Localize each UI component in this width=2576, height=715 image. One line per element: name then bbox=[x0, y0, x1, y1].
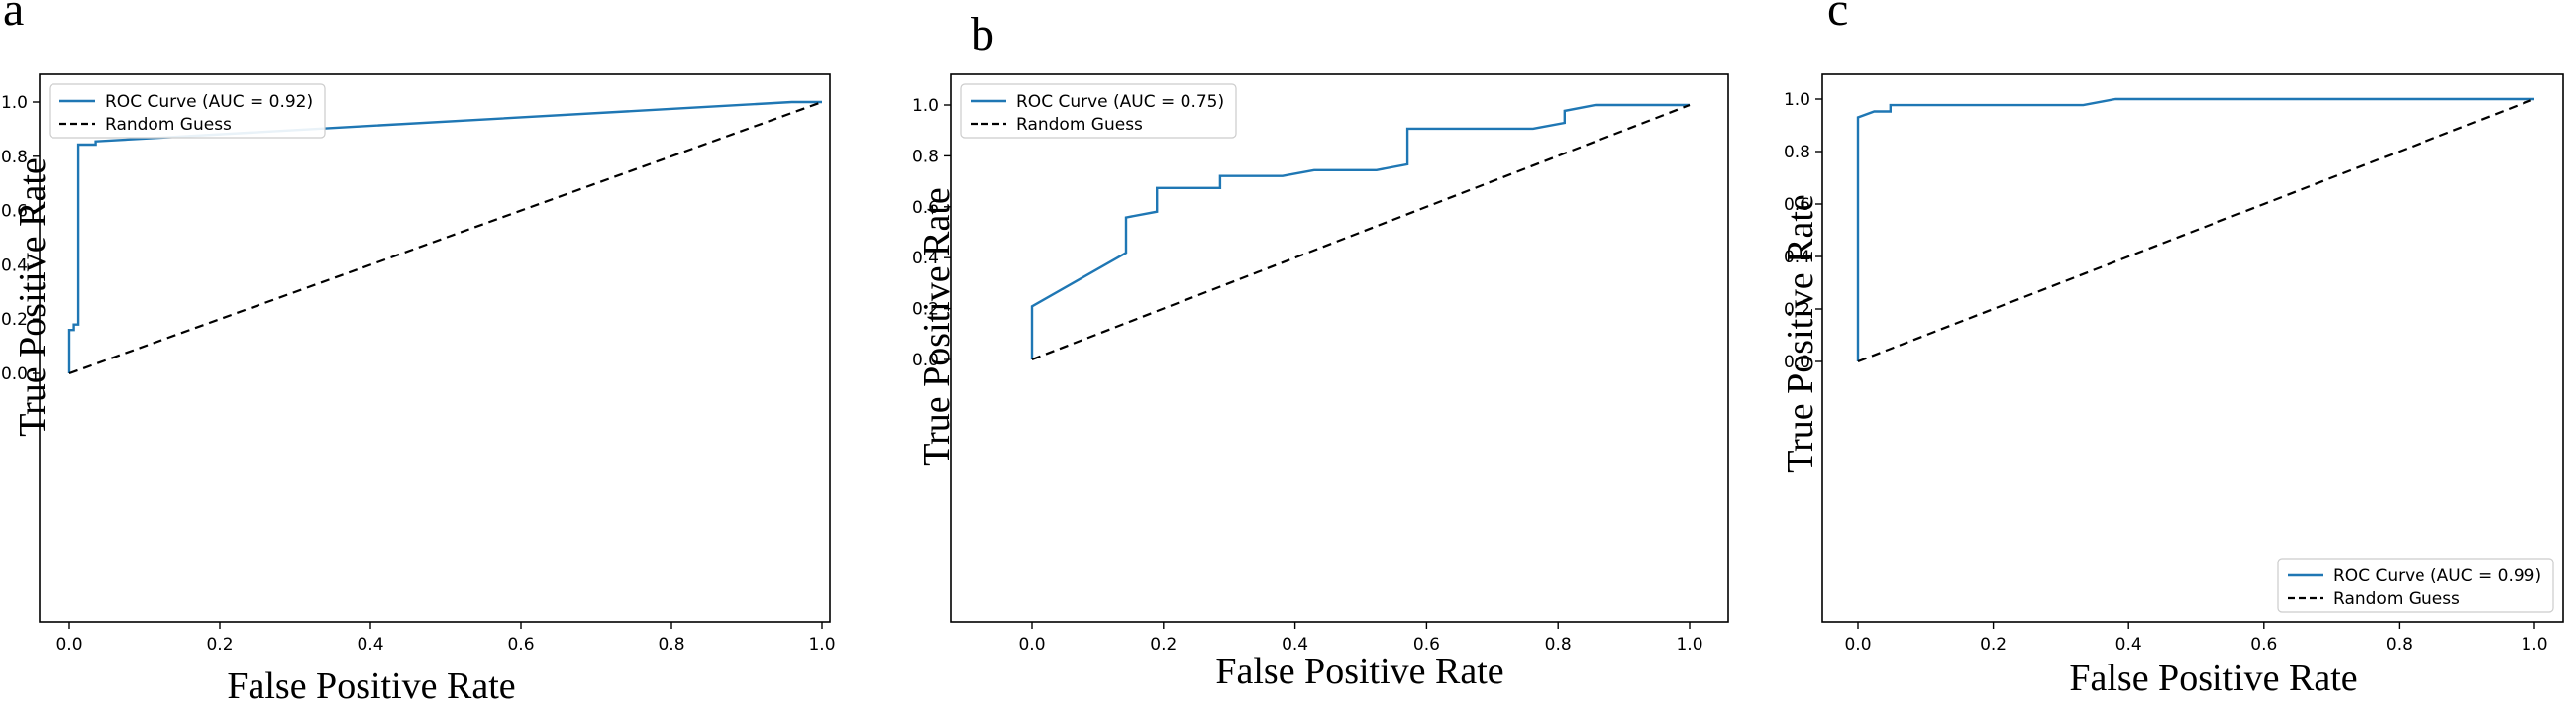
x-axis-title: False Positive Rate bbox=[2069, 658, 2357, 699]
y-axis-title: True Positive Rate bbox=[916, 187, 958, 466]
y-tick-label: 0.6 bbox=[912, 198, 939, 218]
roc-curve-line bbox=[1856, 97, 2534, 361]
legend-label: ROC Curve (AUC = 0.99) bbox=[2333, 566, 2541, 586]
x-tick-label: 0.0 bbox=[1018, 635, 1045, 655]
y-tick-label: 1.0 bbox=[1784, 90, 1810, 110]
y-tick-label: 0.2 bbox=[912, 300, 939, 320]
y-tick-label: 0.2 bbox=[1784, 300, 1810, 320]
x-tick-label: 0.4 bbox=[357, 635, 383, 655]
roc-curve-line bbox=[1030, 103, 1690, 359]
panel-letter: c bbox=[1827, 0, 1848, 36]
legend: ROC Curve (AUC = 0.92) Random Guess bbox=[49, 83, 326, 139]
y-tick-label: 0.0 bbox=[1, 364, 28, 384]
legend: ROC Curve (AUC = 0.99) Random Guess bbox=[2277, 558, 2554, 613]
legend-label: Random Guess bbox=[1016, 115, 1143, 135]
roc-curve-line bbox=[67, 100, 822, 373]
y-tick-label: 0.0 bbox=[912, 351, 939, 370]
panel-c: c 0.0 0.2 0.4 0.6 0.8 1.0 0.0 0.2 0.4 0.6 0.8 1.0 Fal… bbox=[1780, 0, 2564, 699]
x-tick-label: 1.0 bbox=[1676, 635, 1702, 655]
random-guess-line bbox=[68, 100, 823, 375]
legend-label: Random Guess bbox=[2333, 589, 2460, 609]
legend-box bbox=[2277, 558, 2554, 613]
y-tick-label: 0.0 bbox=[1784, 353, 1810, 372]
panel-b: b 0.0 0.2 0.4 0.6 0.8 1.0 0.0 0.2 0.4 0.6 0.8 1.0 Fal… bbox=[912, 8, 1729, 692]
x-tick-label: 0.2 bbox=[1980, 635, 2007, 655]
x-tick-label: 0.6 bbox=[507, 635, 534, 655]
y-axis-title: True Positive Rate bbox=[1780, 194, 1821, 473]
random-guess-line bbox=[1857, 97, 2535, 363]
x-axis-title: False Positive Rate bbox=[227, 665, 515, 707]
x-tick-label: 0.2 bbox=[1150, 635, 1177, 655]
y-tick-label: 1.0 bbox=[912, 96, 939, 116]
y-tick-label: 0.6 bbox=[1784, 195, 1810, 215]
y-tick-label: 0.8 bbox=[1784, 143, 1810, 162]
random-guess-line bbox=[1031, 103, 1691, 361]
x-tick-label: 0.6 bbox=[2250, 635, 2277, 655]
y-tick-label: 0.8 bbox=[1, 148, 28, 167]
panel-a: a 0.0 0.2 0.4 0.6 0.8 1.0 0.0 0.2 0.4 0.6 0.8 1.0 Fal… bbox=[1, 0, 836, 707]
y-axis-title: True Positive Rate bbox=[12, 157, 53, 437]
x-axis-title: False Positive Rate bbox=[1215, 651, 1503, 692]
x-tick-label: 1.0 bbox=[808, 635, 835, 655]
legend: ROC Curve (AUC = 0.75) Random Guess bbox=[960, 83, 1237, 139]
plot-frame bbox=[950, 73, 1729, 623]
plot-frame bbox=[1821, 73, 2564, 623]
x-tick-label: 0.0 bbox=[55, 635, 82, 655]
x-tick-label: 0.8 bbox=[658, 635, 684, 655]
x-tick-label: 0.8 bbox=[2386, 635, 2413, 655]
y-tick-label: 0.6 bbox=[1, 202, 28, 222]
x-tick-label: 0.0 bbox=[1844, 635, 1871, 655]
x-tick-label: 0.4 bbox=[2115, 635, 2142, 655]
y-tick-label: 1.0 bbox=[1, 93, 28, 113]
x-tick-label: 0.4 bbox=[1282, 635, 1308, 655]
x-tick-label: 1.0 bbox=[2521, 635, 2547, 655]
y-tick-label: 0.4 bbox=[1, 255, 28, 275]
legend-label: ROC Curve (AUC = 0.92) bbox=[105, 92, 313, 112]
panel-letter: a bbox=[3, 0, 24, 36]
y-tick-label: 0.8 bbox=[912, 147, 939, 166]
legend-label: ROC Curve (AUC = 0.75) bbox=[1016, 92, 1224, 112]
y-tick-label: 0.2 bbox=[1, 310, 28, 330]
plot-frame bbox=[39, 73, 831, 623]
legend-box bbox=[49, 83, 326, 139]
y-tick-label: 0.4 bbox=[912, 249, 939, 268]
x-tick-label: 0.6 bbox=[1413, 635, 1440, 655]
legend-label: Random Guess bbox=[105, 115, 232, 135]
panel-letter: b bbox=[971, 8, 994, 60]
x-tick-label: 0.8 bbox=[1545, 635, 1572, 655]
x-tick-label: 0.2 bbox=[206, 635, 233, 655]
y-tick-label: 0.4 bbox=[1784, 248, 1810, 267]
legend-box bbox=[960, 83, 1237, 139]
